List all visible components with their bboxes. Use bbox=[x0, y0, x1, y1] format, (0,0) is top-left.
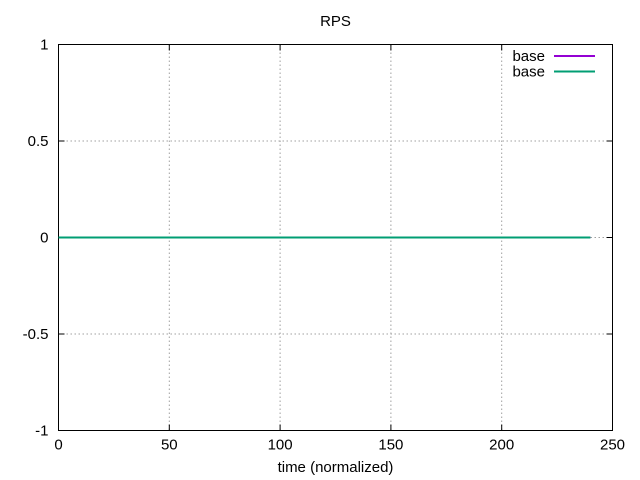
legend-label-0: base bbox=[512, 48, 545, 65]
x-axis: 0 50 100 150 200 250 bbox=[54, 44, 625, 454]
y-tick-label-0: -1 bbox=[35, 423, 48, 440]
x-tick-label-3: 150 bbox=[378, 437, 403, 454]
x-tick-label-0: 0 bbox=[54, 437, 62, 454]
y-tick-label-3: 0.5 bbox=[28, 133, 49, 150]
y-tick-label-2: 0 bbox=[40, 230, 48, 247]
legend-label-1: base bbox=[512, 64, 545, 81]
x-tick-label-2: 100 bbox=[268, 437, 293, 454]
y-axis: -1 -0.5 0 0.5 1 bbox=[23, 37, 613, 440]
x-tick-label-4: 200 bbox=[489, 437, 514, 454]
y-tick-label-1: -0.5 bbox=[23, 326, 49, 343]
x-tick-label-1: 50 bbox=[161, 437, 178, 454]
chart-title: RPS bbox=[320, 13, 351, 30]
y-tick-label-4: 1 bbox=[40, 37, 48, 54]
x-tick-label-5: 250 bbox=[600, 437, 625, 454]
x-axis-label: time (normalized) bbox=[278, 459, 394, 476]
